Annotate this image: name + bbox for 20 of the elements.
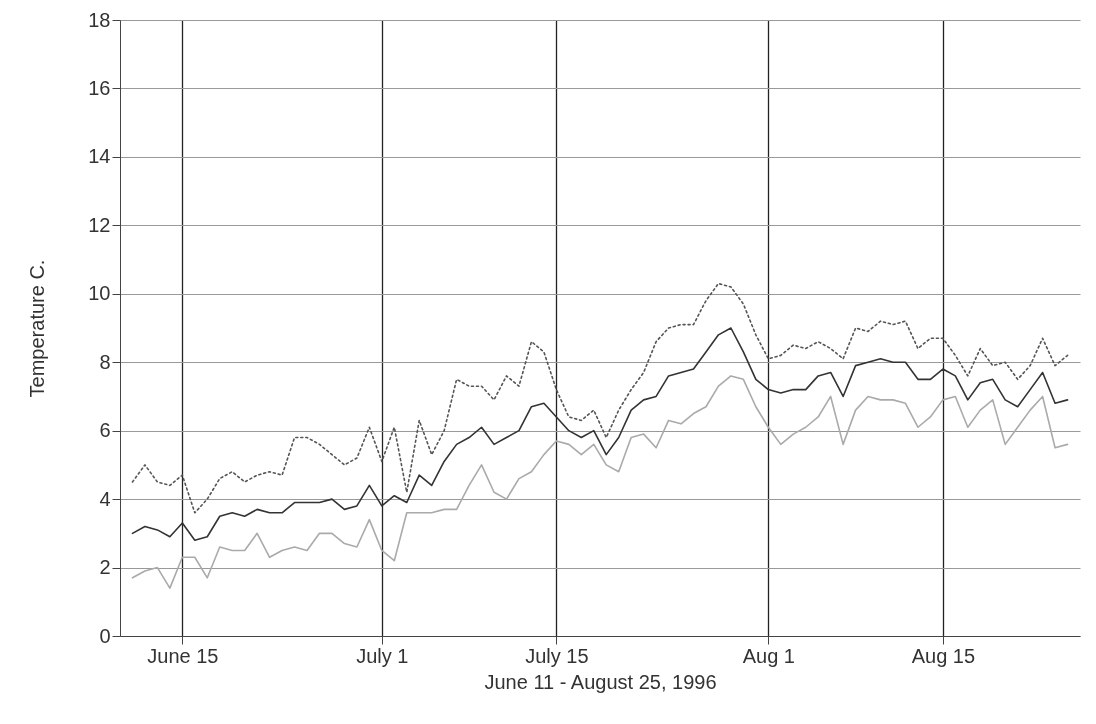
x-tick-label: Aug 15: [911, 644, 976, 667]
y-tick-label: 8: [99, 350, 111, 373]
x-tick-label: July 15: [525, 644, 589, 667]
x-tick-label: July 1: [356, 644, 409, 667]
y-tick-label: 4: [99, 487, 111, 510]
y-tick-label: 10: [88, 282, 111, 305]
x-tick-label: Aug 1: [742, 644, 795, 667]
line-series: [131, 375, 1069, 589]
line-series: [131, 327, 1069, 541]
x-tick-label: June 15: [147, 644, 219, 667]
y-axis-title: Temperature C.: [26, 259, 49, 398]
y-tick-label: 16: [88, 76, 111, 99]
y-tick-label: 0: [99, 624, 111, 647]
line-series: [131, 282, 1069, 514]
y-tick-label: 6: [99, 419, 111, 442]
y-tick-label: 14: [88, 145, 111, 168]
y-tick-label: 18: [88, 8, 111, 31]
y-tick-label: 12: [88, 213, 111, 236]
y-tick-label: 2: [99, 556, 111, 579]
x-axis-title: June 11 - August 25, 1996: [484, 670, 717, 693]
